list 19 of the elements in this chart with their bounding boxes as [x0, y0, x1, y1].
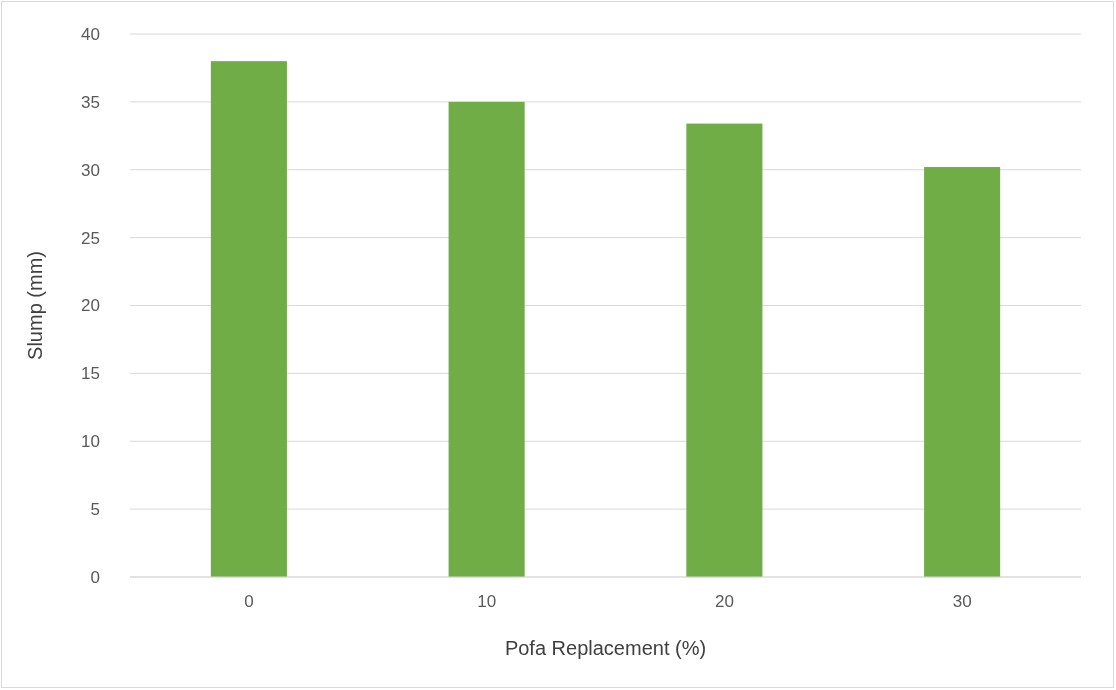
- bar: [924, 167, 1001, 577]
- x-axis-title: Pofa Replacement (%): [504, 637, 707, 659]
- x-tick-label: 10: [477, 592, 497, 612]
- y-tick-label: 20: [81, 296, 100, 316]
- bar: [686, 123, 763, 577]
- y-tick-label: 25: [81, 228, 100, 248]
- y-tick-label: 0: [90, 567, 100, 587]
- y-tick-label: 35: [81, 92, 100, 112]
- bar: [210, 61, 287, 577]
- x-tick-label: 20: [714, 592, 734, 612]
- y-tick-label: 15: [81, 364, 100, 384]
- bar: [448, 101, 525, 577]
- y-tick-label: 30: [81, 160, 100, 180]
- y-tick-label: 5: [90, 500, 100, 520]
- y-axis-title: Slump (mm): [24, 251, 46, 360]
- x-tick-label: 30: [952, 592, 972, 612]
- x-tick-label: 0: [244, 592, 254, 612]
- y-tick-label: 10: [81, 432, 100, 452]
- y-tick-label: 40: [81, 24, 100, 44]
